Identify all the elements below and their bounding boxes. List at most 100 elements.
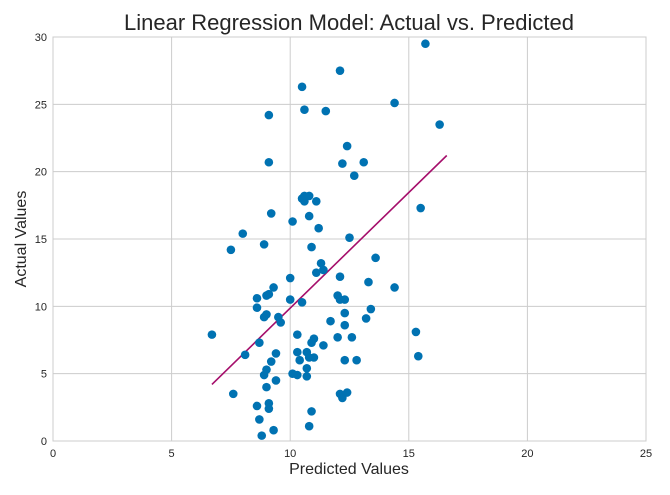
x-tick-label: 10 bbox=[284, 448, 296, 460]
data-point bbox=[264, 157, 274, 167]
data-point bbox=[264, 289, 274, 299]
regression-line bbox=[211, 154, 448, 386]
data-point bbox=[421, 39, 430, 49]
data-point bbox=[271, 349, 281, 358]
x-tick-label: 0 bbox=[50, 448, 56, 460]
data-point bbox=[276, 318, 286, 327]
data-point bbox=[304, 211, 314, 221]
data-point bbox=[352, 355, 361, 365]
data-point bbox=[226, 245, 236, 255]
y-tick-label: 5 bbox=[41, 369, 47, 381]
y-tick-label: 15 bbox=[35, 234, 47, 246]
data-point bbox=[271, 376, 281, 385]
data-point bbox=[295, 355, 304, 365]
data-point bbox=[338, 159, 347, 168]
data-point bbox=[288, 217, 297, 226]
data-point bbox=[269, 425, 278, 435]
data-point bbox=[321, 106, 331, 116]
data-point bbox=[340, 295, 350, 304]
data-point bbox=[311, 196, 321, 206]
data-point bbox=[307, 407, 316, 416]
data-point bbox=[366, 304, 376, 314]
data-point bbox=[228, 389, 238, 399]
data-point bbox=[255, 415, 264, 424]
data-point bbox=[293, 330, 302, 339]
data-point bbox=[413, 351, 423, 361]
data-point bbox=[349, 171, 359, 181]
regression-line-layer bbox=[211, 154, 448, 386]
data-point bbox=[335, 272, 345, 282]
data-point bbox=[340, 308, 350, 318]
data-point bbox=[316, 258, 326, 268]
data-point bbox=[264, 110, 274, 120]
data-point bbox=[252, 293, 262, 303]
data-point bbox=[297, 82, 307, 92]
data-point bbox=[416, 203, 425, 213]
data-point bbox=[297, 297, 307, 307]
data-point bbox=[262, 365, 271, 374]
data-point bbox=[435, 120, 444, 129]
data-point bbox=[302, 363, 312, 373]
x-tick-label: 5 bbox=[169, 448, 175, 460]
data-point bbox=[304, 421, 314, 431]
chart-title: Linear Regression Model: Actual vs. Pred… bbox=[124, 10, 574, 35]
y-tick-label: 25 bbox=[35, 99, 47, 111]
data-point bbox=[390, 283, 399, 292]
data-point bbox=[207, 330, 217, 339]
data-point bbox=[371, 253, 380, 263]
data-point bbox=[314, 223, 323, 233]
data-point bbox=[359, 157, 369, 167]
data-point bbox=[266, 209, 276, 218]
data-point bbox=[361, 314, 371, 323]
data-point bbox=[238, 229, 248, 238]
data-point bbox=[326, 316, 335, 326]
data-point bbox=[309, 334, 319, 343]
data-point bbox=[319, 341, 328, 350]
data-point bbox=[293, 370, 302, 380]
data-point bbox=[390, 98, 399, 108]
data-point bbox=[411, 327, 421, 337]
data-point bbox=[304, 191, 314, 201]
plot-area-frame bbox=[52, 36, 647, 442]
data-point bbox=[252, 303, 262, 312]
y-axis-label: Actual Values bbox=[13, 191, 30, 288]
data-point bbox=[307, 242, 316, 252]
data-point bbox=[345, 233, 354, 242]
data-point bbox=[262, 382, 271, 392]
y-tick-labels: 0 5 10 15 20 25 30 bbox=[35, 32, 47, 448]
data-point bbox=[264, 404, 274, 413]
data-point bbox=[340, 355, 350, 365]
data-point bbox=[255, 338, 264, 347]
x-tick-label: 15 bbox=[403, 448, 415, 460]
data-point bbox=[266, 357, 276, 366]
x-tick-label: 20 bbox=[521, 448, 533, 460]
data-point bbox=[340, 320, 350, 330]
data-point bbox=[364, 277, 373, 287]
data-point bbox=[311, 268, 321, 277]
data-point bbox=[262, 310, 271, 319]
y-tick-label: 0 bbox=[41, 436, 47, 448]
data-point bbox=[342, 388, 352, 397]
y-tick-label: 20 bbox=[35, 167, 47, 179]
x-tick-labels: 0 5 10 15 20 25 bbox=[50, 448, 652, 460]
data-point bbox=[333, 333, 342, 342]
data-point bbox=[309, 353, 319, 362]
data-point bbox=[300, 105, 309, 115]
data-point bbox=[259, 240, 269, 249]
data-point bbox=[335, 66, 345, 75]
x-tick-label: 25 bbox=[640, 448, 652, 460]
data-point bbox=[342, 141, 352, 151]
y-tick-label: 30 bbox=[35, 32, 47, 44]
data-point bbox=[347, 333, 357, 342]
data-point bbox=[252, 401, 262, 411]
data-point bbox=[293, 347, 302, 357]
data-point bbox=[257, 431, 267, 440]
data-point bbox=[269, 283, 278, 292]
y-tick-label: 10 bbox=[35, 301, 47, 313]
data-point bbox=[319, 265, 328, 275]
data-point bbox=[240, 350, 250, 360]
data-point bbox=[302, 372, 312, 381]
data-point bbox=[285, 295, 295, 304]
data-point bbox=[285, 273, 295, 283]
